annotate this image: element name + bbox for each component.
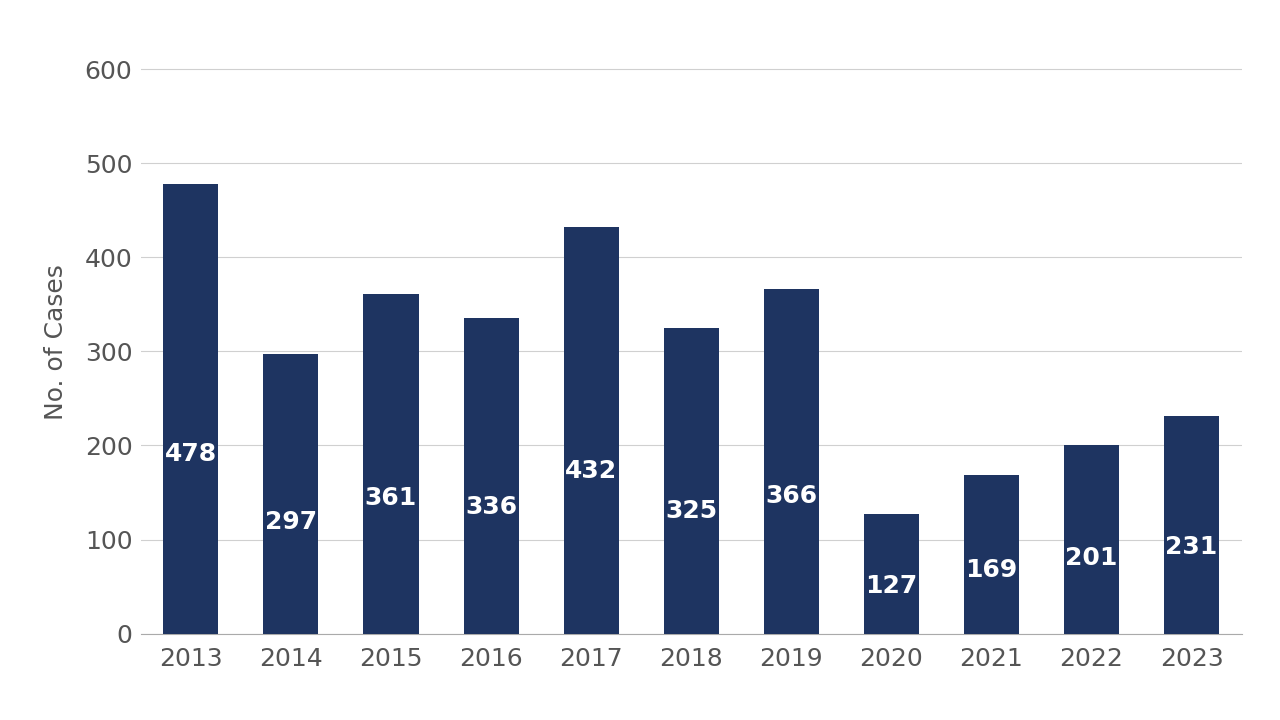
Bar	[463, 318, 518, 634]
Bar	[663, 328, 719, 634]
Bar	[864, 514, 919, 634]
Text: 169: 169	[965, 558, 1018, 582]
Text: 127: 127	[865, 574, 918, 598]
Bar	[164, 184, 219, 634]
Text: 478: 478	[165, 442, 216, 466]
Bar	[364, 294, 419, 634]
Text: 201: 201	[1065, 546, 1117, 570]
Y-axis label: No. of Cases: No. of Cases	[44, 264, 68, 420]
Text: 361: 361	[365, 486, 417, 510]
Text: 325: 325	[666, 499, 717, 523]
Bar	[563, 228, 618, 634]
Text: 297: 297	[265, 510, 317, 534]
Bar	[1164, 416, 1219, 634]
Text: 336: 336	[465, 495, 517, 519]
Bar	[1064, 444, 1119, 634]
Bar	[764, 289, 819, 634]
Text: 432: 432	[564, 459, 617, 483]
Bar	[964, 474, 1019, 634]
Text: 231: 231	[1165, 535, 1217, 559]
Bar	[264, 354, 319, 634]
Text: 366: 366	[765, 484, 818, 508]
